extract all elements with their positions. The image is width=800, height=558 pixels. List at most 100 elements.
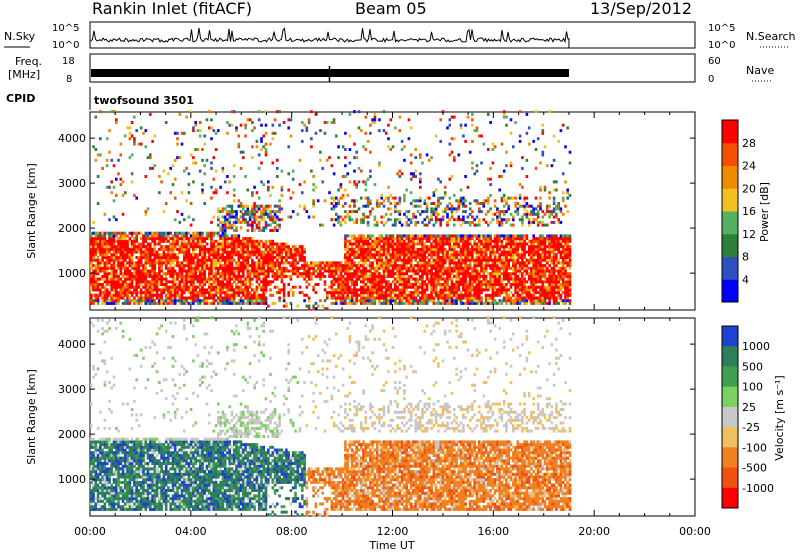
- power-cell: [156, 272, 159, 275]
- power-cell: [147, 270, 150, 273]
- power-cell: [476, 126, 479, 129]
- power-cell: [446, 267, 449, 270]
- power-cell: [437, 264, 440, 267]
- power-cell: [129, 132, 132, 135]
- power-cell: [471, 259, 474, 262]
- power-cell: [483, 237, 486, 240]
- power-cell: [308, 278, 311, 281]
- power-cell: [117, 299, 120, 302]
- power-cell: [510, 164, 513, 167]
- power-cell: [426, 286, 429, 289]
- power-cell: [138, 302, 141, 305]
- power-cell: [458, 153, 461, 156]
- power-cell: [464, 267, 467, 270]
- power-cell: [430, 237, 433, 240]
- power-cell: [424, 286, 427, 289]
- power-cell: [244, 218, 247, 221]
- power-cell: [424, 291, 427, 294]
- power-cell: [312, 261, 315, 264]
- power-cell: [394, 210, 397, 213]
- power-cell: [469, 213, 472, 216]
- power-cell: [90, 237, 93, 240]
- power-cell: [517, 213, 520, 216]
- power-cell: [331, 283, 334, 286]
- power-cell: [433, 202, 436, 205]
- power-cell: [301, 245, 304, 248]
- power-cell: [149, 167, 152, 170]
- power-cell: [199, 270, 202, 273]
- power-cell: [306, 210, 309, 213]
- power-cell: [210, 302, 213, 305]
- power-cell: [498, 270, 501, 273]
- power-cell: [512, 197, 515, 200]
- power-cell: [140, 232, 143, 235]
- power-cell: [163, 261, 166, 264]
- power-cell: [106, 261, 109, 264]
- power-cell: [401, 299, 404, 302]
- power-cell: [217, 291, 220, 294]
- power-cell: [199, 264, 202, 267]
- power-cell: [253, 297, 256, 300]
- power-cell: [444, 253, 447, 256]
- power-cell: [206, 251, 209, 254]
- power-cell: [517, 256, 520, 259]
- power-cell: [512, 259, 515, 262]
- power-cell: [203, 302, 206, 305]
- power-cell: [340, 261, 343, 264]
- power-cell: [140, 272, 143, 275]
- power-cell: [460, 126, 463, 129]
- power-cell: [342, 175, 345, 178]
- power-cell: [394, 197, 397, 200]
- power-cell: [505, 116, 508, 119]
- power-cell: [453, 302, 456, 305]
- power-cell: [201, 183, 204, 186]
- power-cell: [458, 218, 461, 221]
- power-cell: [355, 156, 358, 159]
- power-cell: [408, 256, 411, 259]
- power-cell: [154, 245, 157, 248]
- power-cell: [129, 288, 132, 291]
- power-cell: [126, 248, 129, 251]
- power-cell: [335, 218, 338, 221]
- power-cell: [235, 302, 238, 305]
- power-cell: [399, 291, 402, 294]
- power-cell: [501, 272, 504, 275]
- power-cell: [439, 202, 442, 205]
- power-cell: [390, 148, 393, 151]
- power-cell: [519, 205, 522, 208]
- power-cell: [126, 302, 129, 305]
- power-cell: [458, 283, 461, 286]
- power-cell: [217, 288, 220, 291]
- power-cell: [160, 294, 163, 297]
- power-cell: [507, 299, 510, 302]
- power-cell: [219, 221, 222, 224]
- power-cell: [101, 299, 104, 302]
- power-cell: [140, 243, 143, 246]
- power-cell: [276, 270, 279, 273]
- power-cell: [353, 261, 356, 264]
- power-cell: [272, 243, 275, 246]
- power-cell: [453, 137, 456, 140]
- power-cell: [238, 143, 241, 146]
- power-cell: [97, 286, 100, 289]
- power-cell: [174, 253, 177, 256]
- power-cell: [131, 243, 134, 246]
- power-cell: [399, 278, 402, 281]
- power-cell: [226, 253, 229, 256]
- power-cell: [262, 251, 265, 254]
- power-cell: [181, 245, 184, 248]
- power-cell: [272, 132, 275, 135]
- power-cell: [378, 267, 381, 270]
- power-cell: [426, 288, 429, 291]
- power-cell: [480, 275, 483, 278]
- power-cell: [401, 267, 404, 270]
- power-cell: [285, 302, 288, 305]
- power-cell: [378, 278, 381, 281]
- power-cell: [365, 291, 368, 294]
- power-cell: [242, 280, 245, 283]
- power-cell: [294, 261, 297, 264]
- power-cell: [410, 291, 413, 294]
- power-cell: [344, 272, 347, 275]
- power-cell: [149, 234, 152, 237]
- power-cell: [469, 261, 472, 264]
